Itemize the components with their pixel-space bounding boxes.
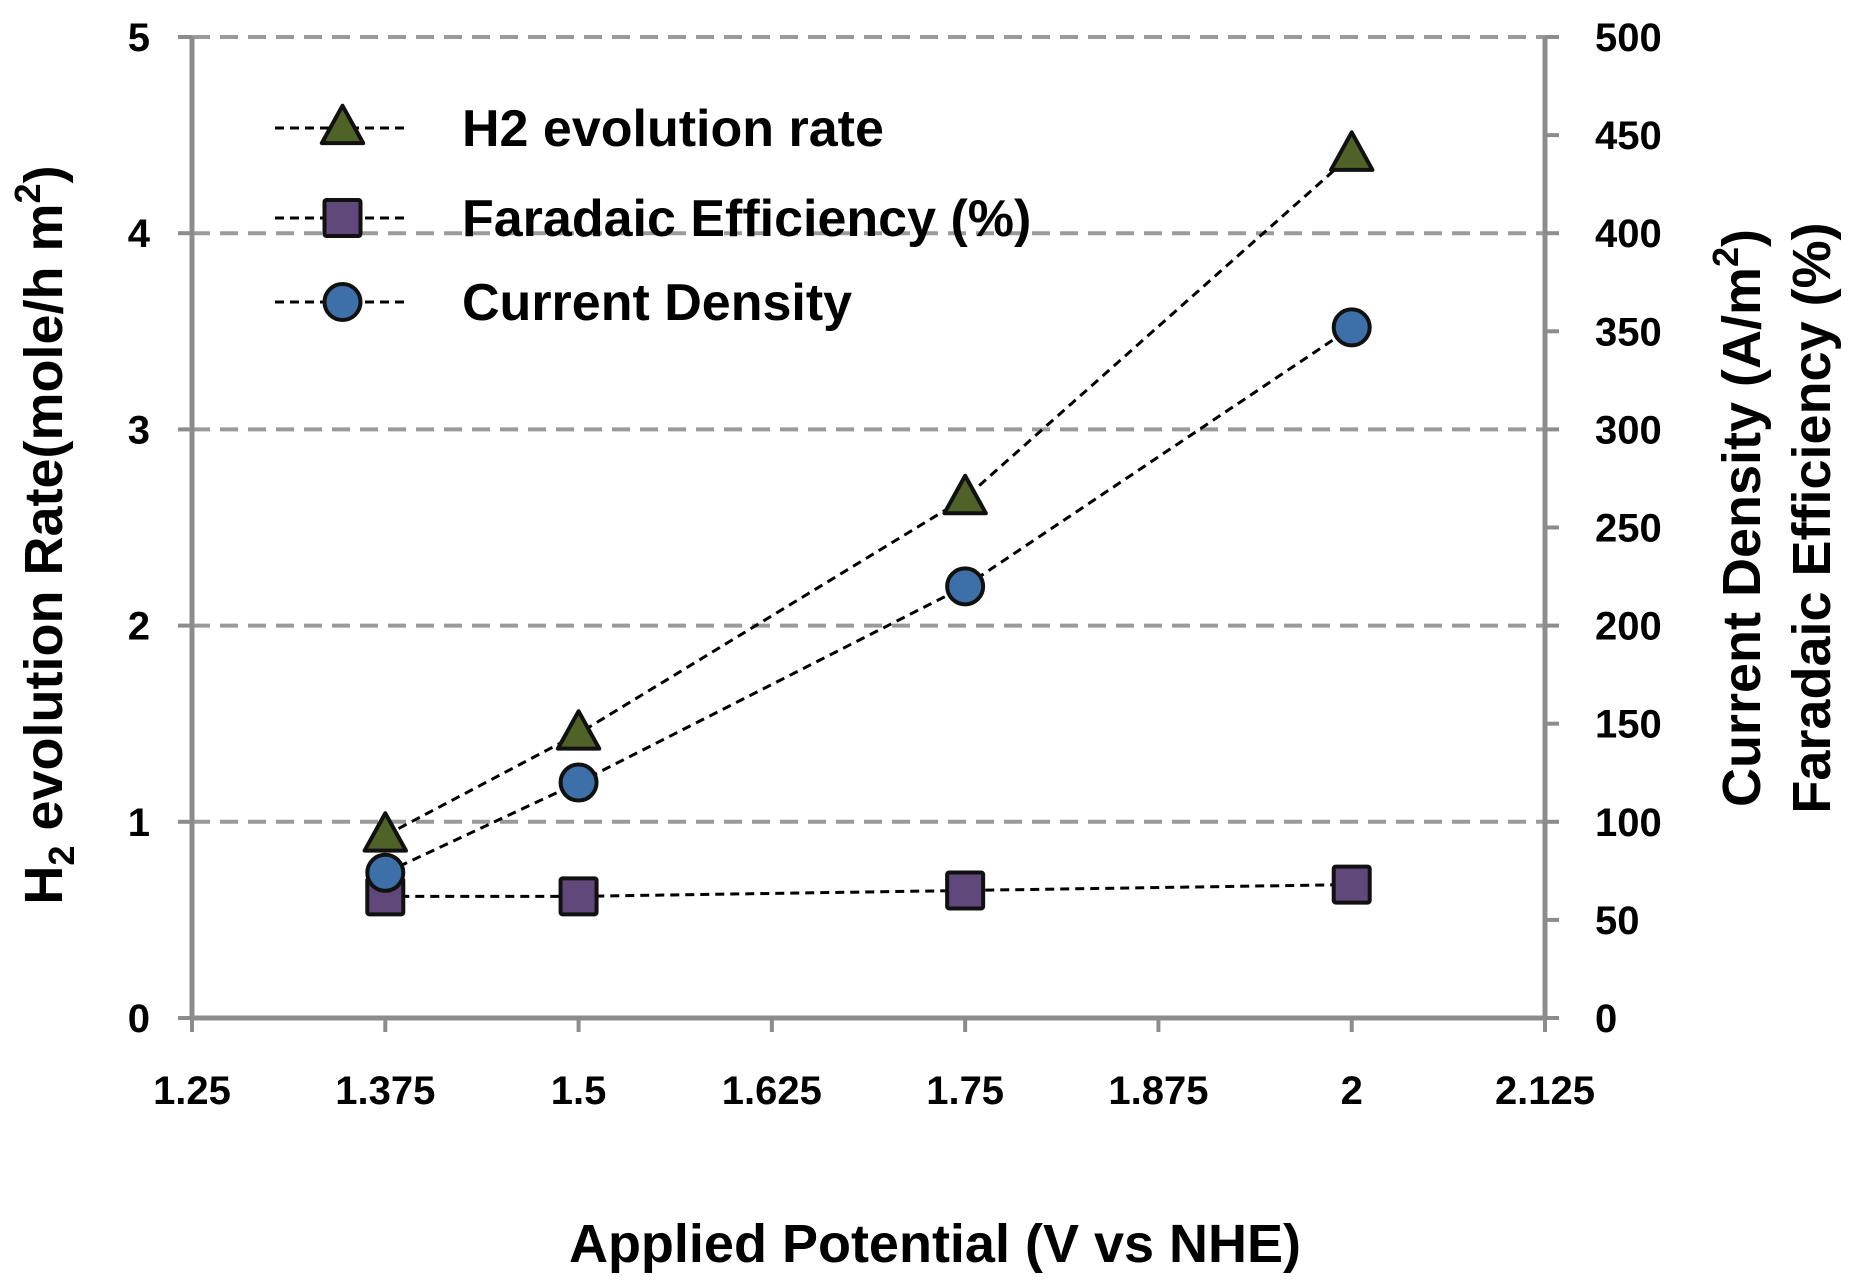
series-line-square <box>385 883 1352 898</box>
y-left-tick-label: 4 <box>128 212 151 256</box>
y-right-tick-label: 500 <box>1595 16 1662 60</box>
y-right-title-main: Current Density (A/m <box>1712 267 1772 807</box>
y-left-tick-label: 1 <box>128 801 150 845</box>
y-right-tick-label: 50 <box>1595 899 1640 943</box>
y-left-title-sub: 2 <box>41 846 82 866</box>
y-right-title-sup: 2 <box>1705 247 1746 267</box>
y-left-tick-label: 5 <box>128 16 150 60</box>
x-tick-label: 1.25 <box>153 1069 231 1113</box>
data-point-circle <box>365 852 406 893</box>
legend: H2 evolution rate Faradaic Efficiency (%)… <box>275 100 1031 332</box>
data-point-circle <box>558 762 599 803</box>
y-right-tick-label: 150 <box>1595 703 1662 747</box>
y-right-tick-label: 350 <box>1595 310 1662 354</box>
y-right-tick-label: 450 <box>1595 114 1662 158</box>
x-tick-label: 1.375 <box>335 1069 435 1113</box>
y-left-title-main: H <box>14 866 74 905</box>
y-right-tick-label: 0 <box>1595 997 1617 1041</box>
x-tick-label: 1.75 <box>926 1069 1004 1113</box>
tick-labels: 1.25 1.375 1.5 1.625 1.75 1.875 2 2.12501234505… <box>128 16 1662 1113</box>
series-line-circle <box>384 326 1353 875</box>
legend-marker-square <box>322 198 363 238</box>
legend-marker-circle <box>322 282 363 322</box>
data-point-square <box>558 876 599 917</box>
y-left-title-sup: 2 <box>7 183 48 203</box>
y-axis-right-title-line1: Current Density (A/m2) <box>1705 229 1772 807</box>
x-tick-label: 1.625 <box>722 1069 822 1113</box>
x-tick-label: 2.125 <box>1495 1069 1595 1113</box>
x-tick-label: 1.875 <box>1108 1069 1208 1113</box>
data-point-triangle <box>362 811 408 853</box>
data-point-circle <box>1331 307 1372 348</box>
data-point-square <box>1331 864 1372 905</box>
y-right-tick-label: 300 <box>1595 408 1662 452</box>
y-right-tick-label: 250 <box>1595 507 1662 551</box>
series-line-triangle <box>384 153 1353 837</box>
y-axis-left-title: H2 evolution Rate(mole/h m2) <box>7 165 82 904</box>
series-layer <box>362 130 1375 917</box>
data-point-triangle <box>555 709 602 751</box>
legend-label: Current Density <box>462 274 852 332</box>
x-tick-label: 2 <box>1341 1069 1363 1113</box>
y-left-tick-label: 0 <box>128 997 150 1041</box>
gridlines <box>192 35 1545 824</box>
data-point-circle <box>945 566 986 607</box>
y-right-tick-label: 400 <box>1595 212 1662 256</box>
data-point-square <box>945 870 986 911</box>
y-right-title-end: ) <box>1712 229 1772 247</box>
y-left-title-end: ) <box>14 165 74 183</box>
legend-marker-triangle <box>319 103 366 146</box>
axes <box>178 35 1559 1032</box>
y-right-tick-label: 200 <box>1595 605 1662 649</box>
data-point-triangle <box>1329 130 1375 172</box>
y-axis-right-title-line2: Faradaic Efficiency (%) <box>1782 222 1842 813</box>
y-left-tick-label: 2 <box>128 605 150 649</box>
y-left-title-rest: evolution Rate(mole/h m <box>14 203 74 845</box>
y-right-tick-label: 100 <box>1595 801 1662 845</box>
data-point-triangle <box>942 473 988 516</box>
x-tick-label: 1.5 <box>551 1069 607 1113</box>
x-axis-title: Applied Potential (V vs NHE) <box>569 1214 1301 1274</box>
y-left-tick-label: 3 <box>128 408 150 452</box>
legend-label: H2 evolution rate <box>462 100 884 158</box>
legend-label: Faradaic Efficiency (%) <box>462 190 1031 248</box>
